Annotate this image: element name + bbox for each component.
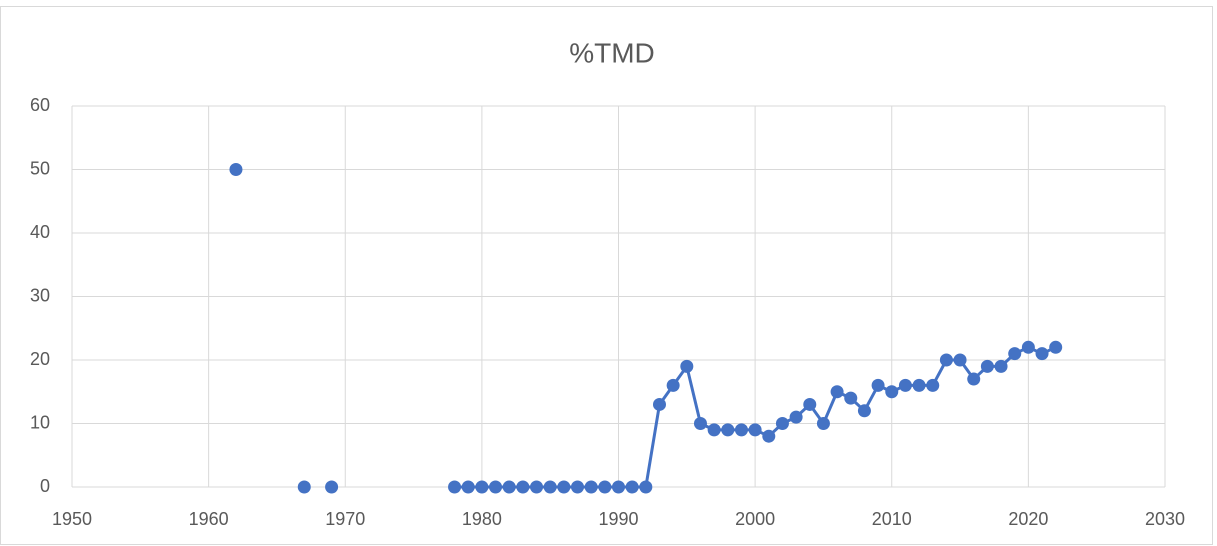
data-point bbox=[639, 480, 653, 494]
data-point bbox=[475, 480, 489, 494]
data-point bbox=[857, 404, 871, 418]
data-point bbox=[967, 372, 981, 386]
data-point bbox=[516, 480, 530, 494]
data-point bbox=[502, 480, 516, 494]
data-point bbox=[803, 397, 817, 411]
data-point bbox=[625, 480, 639, 494]
data-point bbox=[926, 378, 940, 392]
x-tick-label: 2000 bbox=[735, 509, 775, 529]
y-tick-label: 30 bbox=[30, 285, 50, 305]
data-point bbox=[1049, 340, 1063, 354]
x-tick-label: 2010 bbox=[872, 509, 912, 529]
data-point bbox=[953, 353, 967, 367]
data-point bbox=[871, 378, 885, 392]
chart-title: %TMD bbox=[569, 37, 655, 68]
data-point bbox=[489, 480, 503, 494]
data-point bbox=[707, 423, 721, 437]
y-tick-label: 50 bbox=[30, 158, 50, 178]
data-point bbox=[297, 480, 311, 494]
data-point bbox=[557, 480, 571, 494]
x-tick-label: 2020 bbox=[1008, 509, 1048, 529]
data-point bbox=[229, 163, 243, 176]
data-point bbox=[898, 378, 912, 392]
data-point bbox=[721, 423, 735, 437]
data-point bbox=[652, 397, 666, 411]
x-tick-label: 1970 bbox=[325, 509, 365, 529]
data-point bbox=[461, 480, 475, 494]
y-tick-label: 10 bbox=[30, 412, 50, 432]
y-tick-label: 20 bbox=[30, 349, 50, 369]
data-point bbox=[748, 423, 762, 437]
y-tick-label: 0 bbox=[40, 476, 50, 496]
data-point bbox=[789, 410, 803, 424]
data-point bbox=[325, 480, 339, 494]
data-point bbox=[598, 480, 612, 494]
y-tick-label: 60 bbox=[30, 95, 50, 115]
data-point bbox=[980, 359, 994, 373]
data-point bbox=[571, 480, 585, 494]
data-point bbox=[530, 480, 544, 494]
data-point bbox=[1008, 347, 1022, 361]
data-point bbox=[448, 480, 462, 494]
data-point bbox=[885, 385, 899, 399]
x-tick-label: 1980 bbox=[462, 509, 502, 529]
data-point bbox=[816, 417, 830, 430]
data-point bbox=[844, 391, 858, 405]
data-point bbox=[612, 480, 625, 494]
chart-border bbox=[0, 6, 1213, 545]
data-point bbox=[762, 429, 776, 443]
data-point bbox=[775, 417, 789, 430]
data-point bbox=[830, 385, 844, 399]
data-point bbox=[912, 378, 926, 392]
y-tick-label: 40 bbox=[30, 222, 50, 242]
data-point bbox=[584, 480, 598, 494]
data-point bbox=[734, 423, 748, 437]
x-tick-label: 1960 bbox=[189, 509, 229, 529]
data-point bbox=[1021, 340, 1035, 354]
data-point bbox=[994, 359, 1008, 373]
data-point bbox=[693, 417, 707, 430]
data-point bbox=[680, 359, 694, 373]
x-tick-label: 1990 bbox=[598, 509, 638, 529]
data-point bbox=[1035, 347, 1049, 361]
x-tick-label: 1950 bbox=[52, 509, 92, 529]
data-point bbox=[939, 353, 953, 367]
x-tick-label: 2030 bbox=[1145, 509, 1185, 529]
data-point bbox=[666, 378, 680, 392]
data-point bbox=[543, 480, 557, 494]
